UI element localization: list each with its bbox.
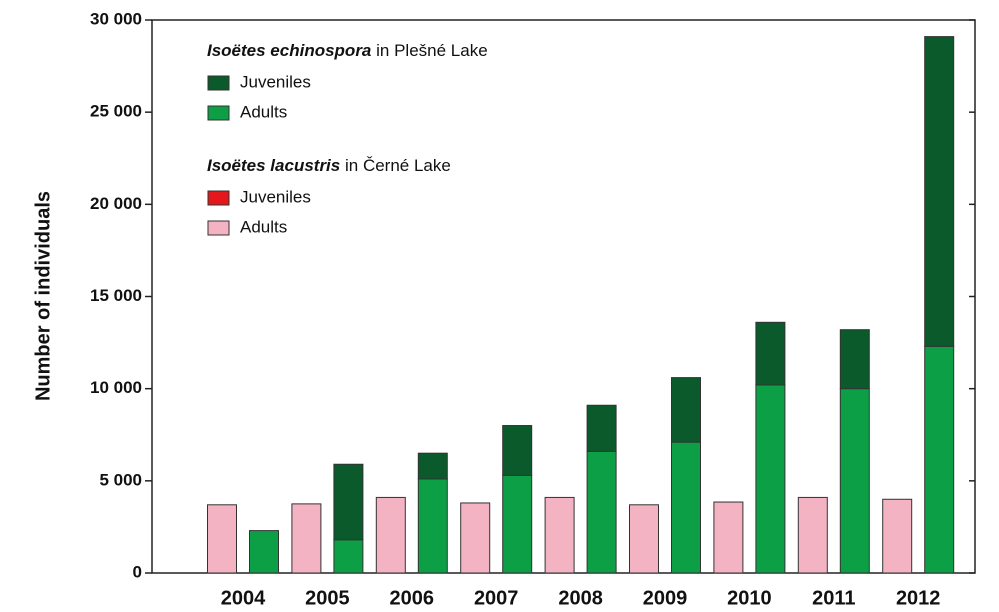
legend-label: Juveniles	[240, 187, 311, 206]
bar-segment	[375, 496, 406, 574]
bar-segment	[249, 530, 279, 574]
bar-segment	[629, 504, 659, 574]
legend-label: Adults	[240, 217, 287, 236]
bar-segment	[924, 345, 955, 574]
x-tick-label: 2008	[558, 587, 603, 609]
legend-place: in Plešné Lake	[376, 41, 488, 60]
bar-segment	[671, 377, 701, 443]
y-tick-label: 20 000	[90, 194, 142, 213]
legend-label: Adults	[240, 102, 287, 121]
legend-swatch	[207, 220, 230, 236]
bar-segment	[586, 404, 617, 452]
bar-segment	[586, 450, 617, 574]
x-tick-label: 2006	[390, 587, 435, 609]
bar-segment	[924, 36, 955, 347]
legend-group-title: Isoëtes lacustris in Černé Lake	[207, 156, 451, 175]
bar-segment	[502, 425, 533, 476]
bar-segment	[755, 384, 786, 574]
bar-segment	[713, 501, 744, 574]
bar-segment	[839, 388, 870, 574]
y-tick-label: 15 000	[90, 286, 142, 305]
bar-segment	[502, 474, 533, 574]
bar-segment	[544, 496, 575, 574]
legend-swatch	[207, 105, 230, 121]
legend-species: Isoëtes echinospora	[207, 41, 371, 60]
legend-label: Juveniles	[240, 72, 311, 91]
y-tick-label: 5 000	[99, 470, 142, 489]
x-tick-label: 2007	[474, 587, 519, 609]
y-tick-label: 25 000	[90, 102, 142, 121]
legend-species: Isoëtes lacustris	[207, 156, 340, 175]
legend-swatch	[207, 190, 230, 206]
y-tick-label: 30 000	[90, 9, 142, 28]
bar-segment	[460, 502, 491, 574]
x-tick-label: 2012	[896, 587, 941, 609]
bar-segment	[291, 503, 322, 574]
y-tick-label: 10 000	[90, 378, 142, 397]
legend-swatch	[207, 75, 230, 91]
bar-segment	[333, 463, 364, 541]
bar-segment	[207, 504, 237, 574]
y-tick-label: 0	[133, 562, 142, 581]
bar-segment	[417, 478, 448, 574]
x-tick-label: 2004	[221, 587, 266, 609]
bar-segment	[417, 452, 448, 480]
bar-segment	[882, 498, 913, 574]
bar-segment	[839, 329, 870, 390]
bar-segment	[333, 539, 364, 574]
x-tick-label: 2009	[643, 587, 688, 609]
y-axis-label: Number of individuals	[32, 191, 54, 401]
bar-segment	[671, 441, 701, 574]
legend-group-title: Isoëtes echinospora in Plešné Lake	[207, 41, 488, 60]
x-tick-label: 2005	[305, 587, 350, 609]
bar-segment	[797, 496, 828, 574]
x-tick-label: 2011	[812, 587, 855, 609]
legend-place: in Černé Lake	[345, 156, 451, 175]
bar-segment	[755, 321, 786, 386]
x-tick-label: 2010	[727, 587, 772, 609]
